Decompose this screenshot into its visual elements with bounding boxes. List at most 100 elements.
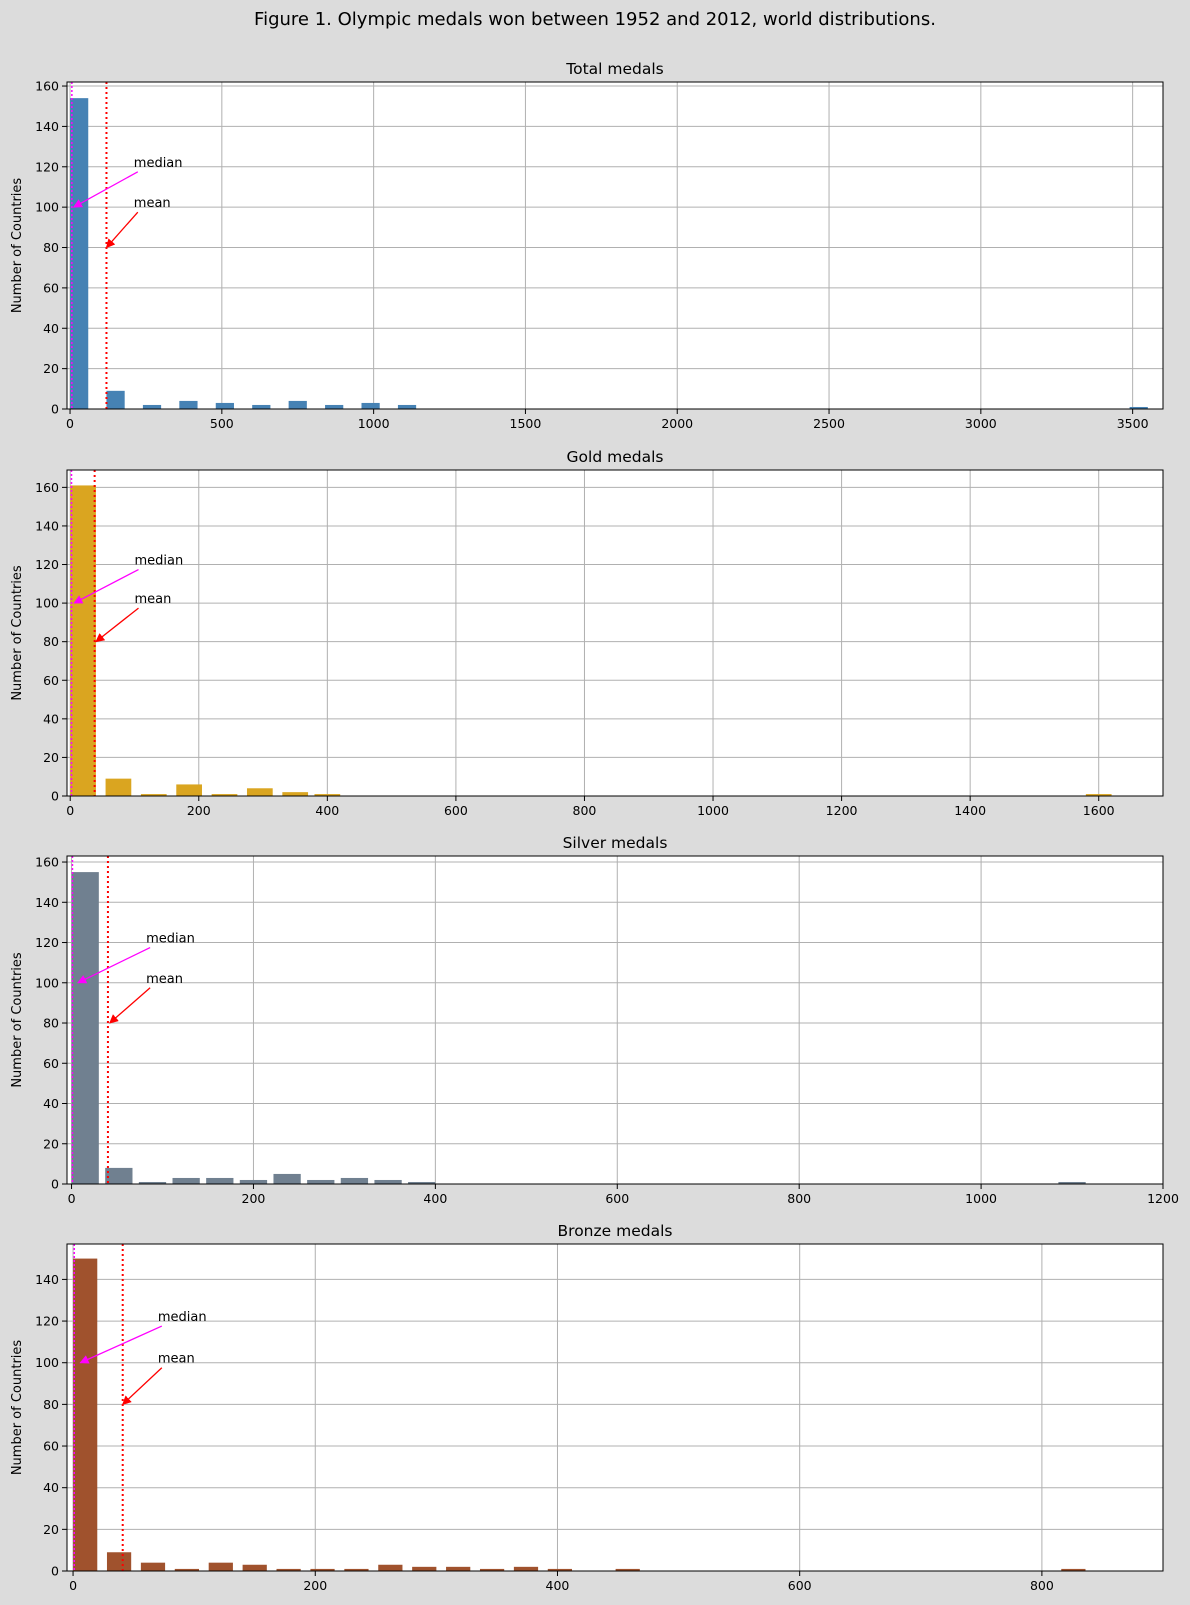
chart-title: Gold medals — [567, 448, 664, 466]
histogram-bar — [307, 1179, 335, 1184]
x-tick-label: 600 — [788, 1578, 812, 1593]
histogram-bar — [211, 794, 238, 796]
median-arrow — [73, 568, 139, 604]
histogram-bar — [179, 400, 198, 409]
mean-annotation: mean — [134, 592, 171, 607]
y-tick-label: 0 — [51, 1177, 59, 1192]
histogram-bar — [325, 404, 344, 409]
histogram-bar — [105, 778, 132, 796]
x-tick-label: 800 — [787, 1191, 811, 1206]
x-tick-label: 1400 — [954, 803, 986, 818]
y-tick-label: 160 — [35, 480, 59, 495]
histogram-bar — [176, 784, 202, 796]
y-tick-label: 60 — [43, 1439, 59, 1454]
y-axis-label: Number of Countries — [10, 565, 25, 701]
histogram-bar — [70, 485, 96, 796]
plot-frame — [66, 1243, 1164, 1572]
x-tick-label: 3500 — [1117, 416, 1149, 431]
x-tick-label: 0 — [68, 1191, 76, 1206]
histogram-bar — [1061, 1568, 1086, 1571]
histogram-bar — [215, 402, 234, 409]
chart-silver: median mean 0 200 400 600 800 1000 1200 0 20 40 60 80… — [10, 834, 1179, 1206]
mean-annotation: mean — [146, 972, 183, 987]
histogram-bar — [174, 1568, 200, 1571]
x-tick-label: 600 — [605, 1191, 629, 1206]
histogram-bar — [242, 1564, 267, 1571]
y-tick-label: 100 — [35, 200, 59, 215]
histogram-bar — [106, 1552, 132, 1571]
x-tick-label: 0 — [66, 803, 74, 818]
histogram-bar — [547, 1568, 573, 1571]
y-tick-label: 20 — [43, 1522, 59, 1537]
x-tick-label: 1000 — [965, 1191, 997, 1206]
median-annotation: median — [134, 156, 183, 171]
histogram-bar — [446, 1566, 471, 1571]
y-tick-label: 40 — [43, 711, 59, 726]
histogram-bar — [513, 1566, 539, 1571]
x-tick-label: 0 — [69, 1578, 77, 1593]
median-annotation: median — [146, 932, 195, 947]
x-tick-label: 800 — [1030, 1578, 1054, 1593]
x-tick-label: 1000 — [697, 803, 729, 818]
plot-frame — [66, 469, 1164, 797]
y-tick-label: 0 — [51, 789, 59, 804]
figure-title: Figure 1. Olympic medals won between 195… — [254, 9, 936, 30]
x-tick-label: 400 — [546, 1578, 570, 1593]
histogram-bar — [142, 404, 162, 409]
plot-area — [67, 1244, 1163, 1571]
histogram-bar — [206, 1177, 234, 1184]
x-tick-label: 400 — [423, 1191, 447, 1206]
x-tick-label: 2500 — [813, 416, 845, 431]
histogram-bar — [340, 1177, 369, 1184]
chart-title: Bronze medals — [558, 1222, 673, 1240]
y-tick-label: 40 — [43, 1096, 59, 1111]
mean-annotation: mean — [134, 196, 171, 211]
histogram-bar — [208, 1562, 233, 1571]
y-tick-label: 0 — [51, 402, 59, 417]
y-tick-label: 140 — [35, 518, 59, 533]
plot-area — [67, 856, 1163, 1184]
y-tick-label: 140 — [35, 895, 59, 910]
plot-area — [67, 82, 1163, 409]
x-tick-label: 3000 — [965, 416, 997, 431]
x-tick-label: 500 — [210, 416, 234, 431]
x-tick-label: 600 — [444, 803, 468, 818]
histogram-bar — [140, 1562, 166, 1571]
histogram-bar — [106, 390, 125, 409]
chart-bronze: median mean 0 200 400 600 800 0 20 40 60 80 100 120 14… — [10, 1222, 1164, 1593]
median-annotation: median — [158, 1310, 207, 1325]
x-tick-label: 400 — [315, 803, 339, 818]
histogram-bar — [282, 792, 309, 796]
plot-frame — [66, 855, 1164, 1185]
y-tick-label: 160 — [35, 855, 59, 870]
histogram-bar — [615, 1568, 640, 1571]
histogram-bar — [138, 1181, 167, 1184]
y-axis-label: Number of Countries — [10, 952, 25, 1088]
y-tick-label: 140 — [35, 1272, 59, 1287]
histogram-bar — [378, 1564, 403, 1571]
histogram-bar — [276, 1568, 301, 1571]
x-tick-label: 1500 — [510, 416, 542, 431]
histogram-bar — [140, 794, 167, 796]
median-arrow — [72, 171, 139, 208]
histogram-bar — [73, 1258, 98, 1571]
x-tick-label: 1200 — [826, 803, 858, 818]
y-tick-label: 100 — [35, 596, 59, 611]
y-tick-label: 80 — [43, 634, 59, 649]
y-tick-label: 100 — [35, 1355, 59, 1370]
y-tick-label: 60 — [43, 280, 59, 295]
x-tick-label: 2000 — [661, 416, 693, 431]
y-tick-label: 120 — [35, 557, 59, 572]
x-tick-label: 200 — [187, 803, 211, 818]
mean-arrow — [122, 1367, 163, 1405]
histogram-bar — [374, 1179, 402, 1184]
mean-arrow — [105, 211, 139, 249]
histogram-bar — [310, 1568, 335, 1571]
histogram-bar — [1129, 406, 1148, 409]
chart-title: Silver medals — [563, 834, 668, 852]
y-tick-label: 120 — [35, 159, 59, 174]
histogram-bar — [70, 98, 89, 410]
histogram-bar — [252, 404, 271, 409]
histogram-bar — [239, 1179, 268, 1184]
y-tick-label: 160 — [35, 79, 59, 94]
